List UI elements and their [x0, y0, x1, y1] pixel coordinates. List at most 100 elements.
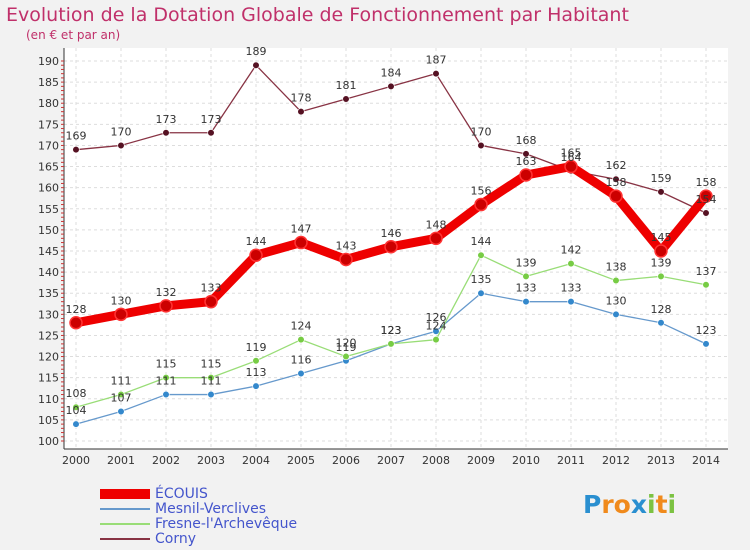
legend-label: ÉCOUIS	[155, 485, 208, 502]
data-label: 162	[606, 159, 627, 172]
data-point	[522, 150, 530, 158]
data-point	[432, 327, 440, 335]
data-label: 144	[471, 235, 492, 248]
y-tick-label: 115	[38, 372, 59, 385]
data-label: 148	[426, 218, 447, 231]
data-label: 119	[336, 341, 357, 354]
x-tick-label: 2005	[287, 454, 315, 467]
data-point	[207, 374, 215, 382]
data-point	[384, 240, 398, 254]
data-label: 169	[66, 130, 87, 143]
data-point	[699, 189, 713, 203]
data-point	[207, 129, 215, 137]
data-point	[612, 175, 620, 183]
data-label: 123	[696, 324, 717, 337]
data-point	[342, 352, 350, 361]
data-label: 168	[516, 134, 537, 147]
y-tick-label: 145	[38, 245, 59, 258]
data-point	[567, 260, 575, 268]
data-point	[477, 251, 485, 259]
data-label: 154	[696, 193, 717, 206]
y-tick-label: 130	[38, 308, 59, 321]
data-label: 133	[516, 282, 537, 295]
data-label: 115	[156, 358, 177, 371]
data-label: 104	[66, 404, 87, 417]
y-tick-label: 120	[38, 351, 59, 364]
x-tick-label: 2002	[152, 454, 180, 467]
legend-label: Corny	[155, 530, 197, 547]
data-point	[252, 382, 260, 390]
x-tick-label: 2001	[107, 454, 135, 467]
data-label: 146	[381, 227, 402, 240]
logo-letter: i	[667, 490, 677, 519]
data-label: 111	[111, 375, 132, 388]
proxiti-logo: Proxiti	[583, 490, 676, 519]
data-point	[429, 231, 443, 246]
data-point	[294, 235, 308, 250]
y-tick-label: 180	[38, 97, 59, 110]
data-point	[657, 188, 665, 196]
data-label: 128	[66, 303, 87, 316]
data-label: 133	[201, 282, 222, 295]
data-label: 173	[156, 113, 177, 126]
data-point	[522, 298, 530, 306]
data-point	[297, 369, 305, 378]
data-point	[564, 159, 578, 174]
data-label: 147	[291, 223, 312, 236]
data-label: 115	[201, 358, 222, 371]
data-point	[612, 310, 620, 318]
data-label: 119	[246, 341, 267, 354]
data-point	[702, 209, 710, 217]
chart-title: Evolution de la Dotation Globale de Fonc…	[6, 4, 629, 26]
data-point	[204, 294, 218, 309]
data-point	[702, 340, 710, 348]
x-tick-label: 2007	[377, 454, 405, 467]
data-label: 158	[696, 176, 717, 189]
data-label: 187	[426, 54, 447, 67]
data-point	[387, 340, 395, 348]
data-label: 116	[291, 353, 312, 366]
data-point	[609, 189, 623, 203]
data-point	[297, 108, 305, 116]
x-tick-label: 2011	[557, 454, 585, 467]
legend-item: ÉCOUIS	[100, 486, 297, 501]
legend-label: Fresne-l'Archevêque	[155, 515, 298, 532]
logo-letter: P	[583, 490, 602, 519]
logo-letter: r	[601, 490, 614, 519]
data-point	[477, 141, 485, 150]
chart-subtitle: (en € et par an)	[26, 28, 121, 42]
legend-swatch	[100, 522, 150, 525]
y-tick-label: 150	[38, 224, 59, 237]
y-tick-label: 125	[38, 329, 59, 342]
x-tick-label: 2013	[647, 454, 675, 467]
logo-letter: x	[630, 490, 647, 519]
logo-letter: t	[655, 490, 668, 519]
x-tick-label: 2012	[602, 454, 630, 467]
data-point	[612, 276, 620, 285]
x-tick-label: 2006	[332, 454, 360, 467]
data-label: 145	[651, 231, 672, 244]
data-label: 123	[381, 324, 402, 337]
data-label: 144	[246, 235, 267, 248]
data-point	[162, 129, 170, 137]
data-label: 111	[201, 375, 222, 388]
data-point	[72, 146, 80, 154]
data-label: 159	[651, 172, 672, 185]
data-point	[162, 374, 170, 382]
data-point	[657, 272, 665, 280]
y-tick-label: 165	[38, 161, 59, 174]
legend-label: Mesnil-Verclives	[155, 500, 267, 517]
data-label: 181	[336, 79, 357, 92]
data-point	[342, 95, 350, 103]
x-tick-label: 2003	[197, 454, 225, 467]
data-point	[72, 420, 80, 428]
legend-item: Corny	[100, 531, 297, 546]
data-label: 126	[426, 311, 447, 324]
data-point	[702, 281, 710, 289]
data-point	[69, 316, 83, 330]
data-label: 139	[651, 256, 672, 269]
legend-swatch	[100, 488, 150, 499]
data-point	[567, 298, 575, 306]
legend-swatch	[100, 507, 150, 510]
